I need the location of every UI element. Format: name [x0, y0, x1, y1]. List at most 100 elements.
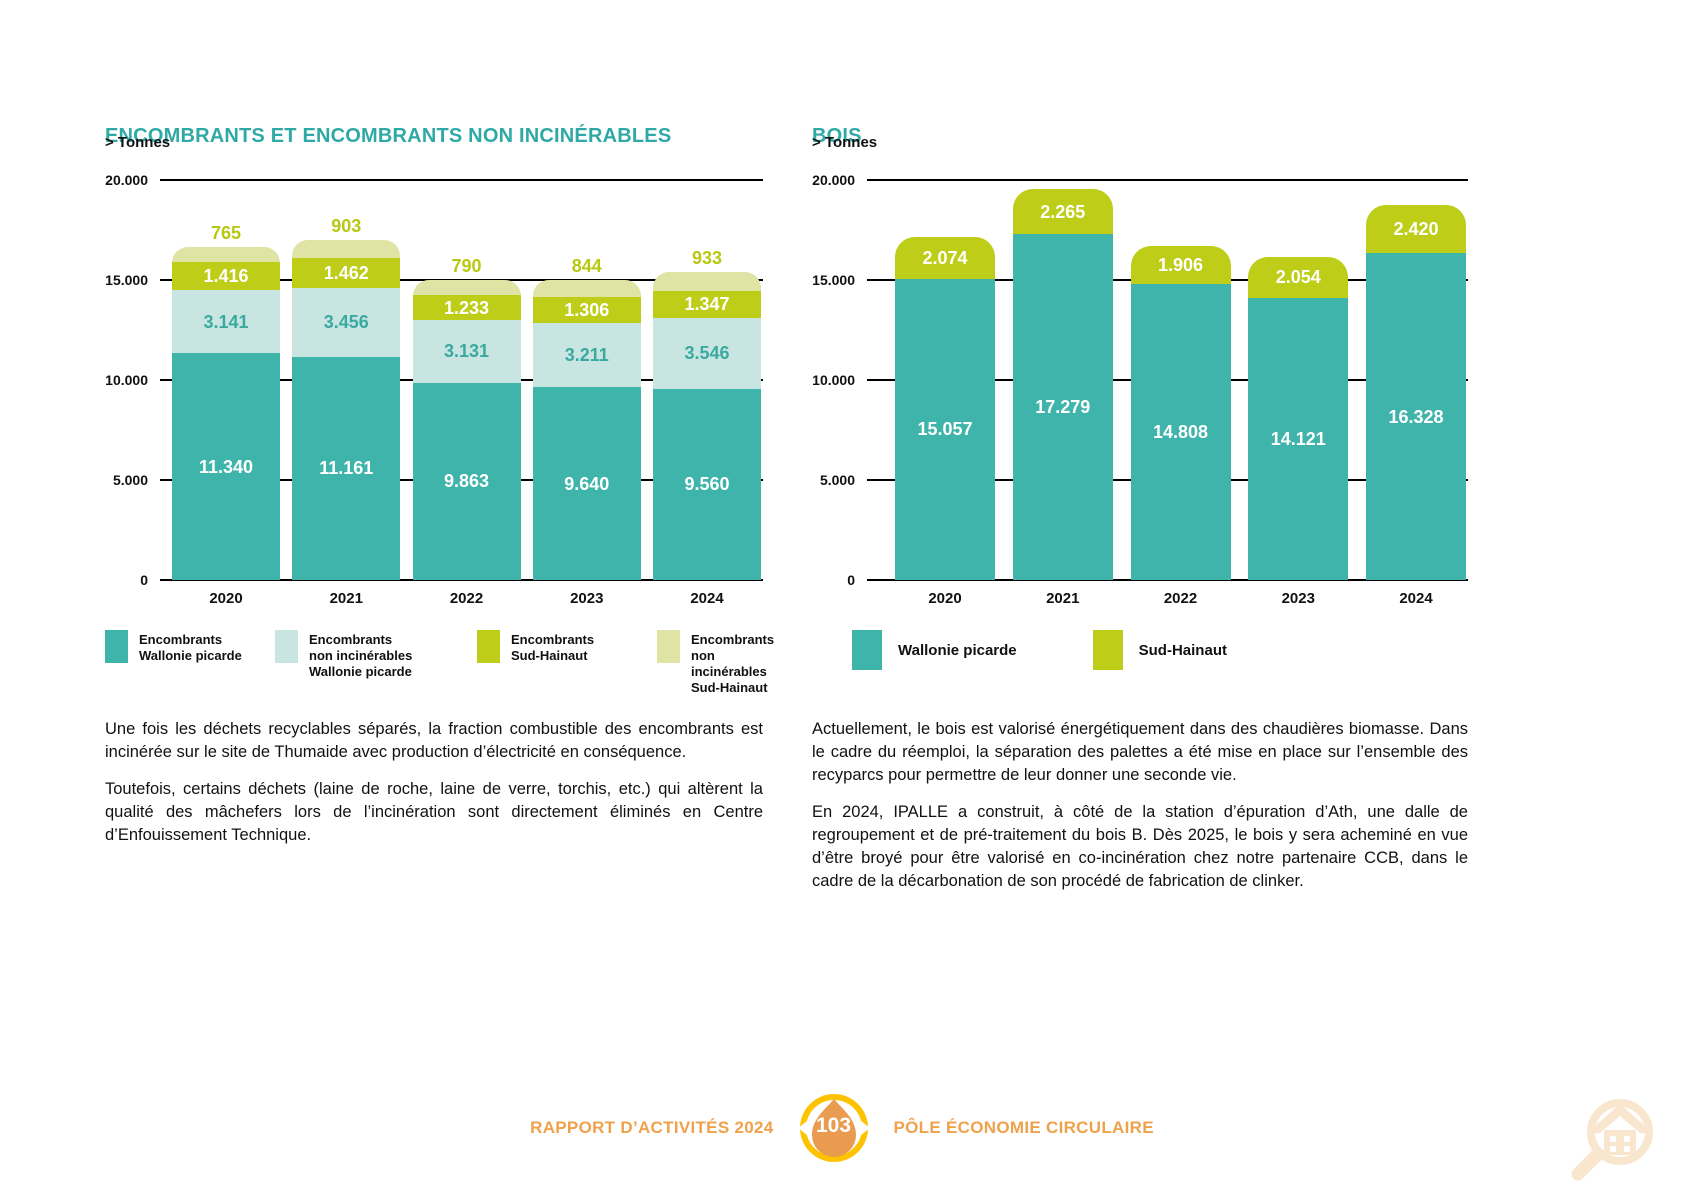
y-axis-label: 0: [847, 572, 855, 588]
bar-segment: 14.121: [1248, 297, 1349, 580]
bar-value-label: 14.808: [1152, 421, 1209, 442]
stacked-bar: 9.640 3.211 1.306: [532, 280, 641, 580]
bar-segment: 9.863: [412, 382, 521, 580]
bar-2022: 790 9.863 3.131 1.233: [412, 180, 521, 580]
chart-plot-bois: 20.000 15.000 10.000 5.000 0 15.057 2.074 17.27…: [812, 172, 1468, 588]
bar-segment: [532, 280, 641, 297]
bar-value-label: 1.233: [443, 297, 490, 318]
bar-value-label: 1.347: [684, 294, 730, 315]
footer-report-label: RAPPORT D’ACTIVITÉS 2024: [530, 1118, 774, 1137]
body-text-bois: Actuellement, le bois est valorisé énerg…: [812, 718, 1468, 907]
bars-area: 765 11.340 3.141 1.416 903 11.161 3.456 1.462 79…: [160, 180, 763, 580]
x-axis-label: 2022: [449, 590, 484, 607]
legend-label-line: Sud-Hainaut: [1138, 641, 1227, 659]
bar-segment: 3.141: [172, 290, 280, 354]
x-axis-label: 2023: [1281, 590, 1315, 607]
gridline: [160, 579, 763, 581]
legend-label-line: Encombrants: [309, 632, 393, 647]
page-footer: RAPPORT D’ACTIVITÉS 2024 103 PÔLE ÉCONOM…: [0, 1092, 1684, 1164]
stacked-bar: 14.121 2.054: [1248, 256, 1349, 580]
bar-segment: [172, 246, 280, 263]
bar-value-label: 2.420: [1393, 219, 1439, 240]
paragraph: Une fois les déchets recyclables séparés…: [105, 720, 763, 761]
paragraph: Actuellement, le bois est valorisé énerg…: [812, 720, 1468, 784]
bar-top-label: 790: [451, 255, 482, 276]
legend-label-line: Wallonie picarde: [139, 648, 242, 663]
bar-2020: 765 11.340 3.141 1.416: [172, 180, 280, 580]
bar-value-label: 1.306: [564, 299, 610, 320]
bar-segment: 11.161: [292, 356, 401, 580]
y-axis-label: 0: [140, 572, 148, 588]
bar-segment: 1.906: [1130, 245, 1231, 284]
gridline: [867, 179, 1468, 181]
stacked-bar: 15.057 2.074: [895, 237, 995, 580]
x-axis-label: 2020: [928, 590, 962, 607]
legend-label-line: Sud-Hainaut: [691, 680, 768, 695]
bar-2021: 17.279 2.265: [1012, 180, 1113, 580]
bar-segment: 1.347: [653, 290, 761, 318]
footer-section-label: PÔLE ÉCONOMIE CIRCULAIRE: [893, 1118, 1154, 1137]
bar-value-label: 1.462: [323, 263, 369, 284]
stacked-bar: 11.340 3.141 1.416: [172, 246, 280, 580]
bar-2023: 844 9.640 3.211 1.306: [532, 180, 641, 580]
bar-segment: 2.054: [1248, 256, 1349, 298]
legend-label: Encombrants non incinérables Sud-Hainaut: [691, 630, 774, 696]
stacked-bar: 14.808 1.906: [1130, 245, 1231, 580]
legend-item: Encombrants non incinérables Wallonie pica…: [275, 630, 477, 696]
bar-value-label: 3.546: [684, 343, 730, 364]
stacked-bar: 17.279 2.265: [1012, 189, 1113, 580]
legend-label-line: Encombrants: [511, 632, 595, 647]
bar-segment: 11.340: [172, 353, 280, 580]
bar-segment: 2.265: [1012, 189, 1113, 235]
bar-2020: 15.057 2.074: [895, 180, 995, 580]
legend-label-line: Wallonie picarde: [898, 641, 1017, 659]
bar-segment: 14.808: [1130, 283, 1231, 580]
legend-label: Encombrants non incinérables Wallonie pica…: [309, 630, 412, 680]
y-axis-label: 10.000: [812, 372, 855, 388]
bar-segment: [292, 240, 401, 259]
y-axis-label: 15.000: [812, 272, 855, 288]
bar-segment: 9.560: [653, 388, 761, 580]
legend-swatch: [105, 630, 128, 663]
bar-value-label: 11.340: [198, 456, 254, 477]
legend-label: Encombrants Sud-Hainaut: [511, 630, 594, 664]
bar-value-label: 11.161: [319, 458, 374, 479]
bar-segment: 3.546: [653, 317, 761, 389]
legend-item: Encombrants non incinérables Sud-Hainaut: [657, 630, 774, 696]
bar-top-label: 844: [571, 255, 602, 276]
legend-swatch: [477, 630, 500, 663]
legend-item: Encombrants Wallonie picarde: [105, 630, 275, 696]
y-axis-label: 15.000: [105, 272, 148, 288]
page-number: 103: [815, 1114, 852, 1137]
body-text-encombrants: Une fois les déchets recyclables séparés…: [105, 718, 763, 861]
bar-value-label: 3.211: [564, 345, 609, 366]
x-axis-labels: 2020 2021 2022 2023 2024: [160, 590, 763, 607]
legend-label-line: Encombrants: [691, 632, 775, 647]
legend-encombrants: Encombrants Wallonie picarde Encombrants no…: [105, 630, 774, 696]
bar-value-label: 3.141: [203, 311, 249, 332]
bar-segment: 2.420: [1366, 205, 1466, 254]
legend-swatch: [1092, 630, 1123, 670]
bar-segment: 1.462: [292, 258, 401, 288]
chart-title-bois: BOIS: [812, 124, 862, 147]
x-axis-label: 2021: [329, 590, 363, 607]
bar-value-label: 14.121: [1270, 428, 1326, 449]
legend-swatch: [275, 630, 298, 663]
legend-label: Wallonie picarde: [898, 642, 1017, 659]
bar-segment: 17.279: [1012, 234, 1113, 580]
legend-label: Encombrants Wallonie picarde: [139, 630, 242, 664]
bar-segment: 3.211: [532, 322, 641, 388]
chart-title-encombrants: ENCOMBRANTS ET ENCOMBRANTS NON INCINÉRAB…: [105, 124, 672, 147]
chart-unit-label: > Tonnes: [105, 134, 171, 151]
bars-area: 15.057 2.074 17.279 2.265 14.808 1.906 14.121 2…: [867, 180, 1468, 580]
x-axis-label: 2024: [690, 590, 724, 607]
bar-value-label: 2.265: [1040, 201, 1086, 222]
chart-plot-encombrants: 20.000 15.000 10.000 5.000 0 765 11.340 3.141 1.…: [105, 172, 763, 588]
bar-2022: 14.808 1.906: [1130, 180, 1231, 580]
stacked-bar: 9.560 3.546 1.347: [653, 272, 761, 580]
x-axis-label: 2022: [1163, 590, 1198, 607]
bar-value-label: 1.906: [1157, 254, 1204, 275]
drop-badge-icon: [797, 1094, 870, 1162]
bar-segment: 1.233: [412, 295, 521, 321]
bar-segment: [412, 279, 521, 296]
